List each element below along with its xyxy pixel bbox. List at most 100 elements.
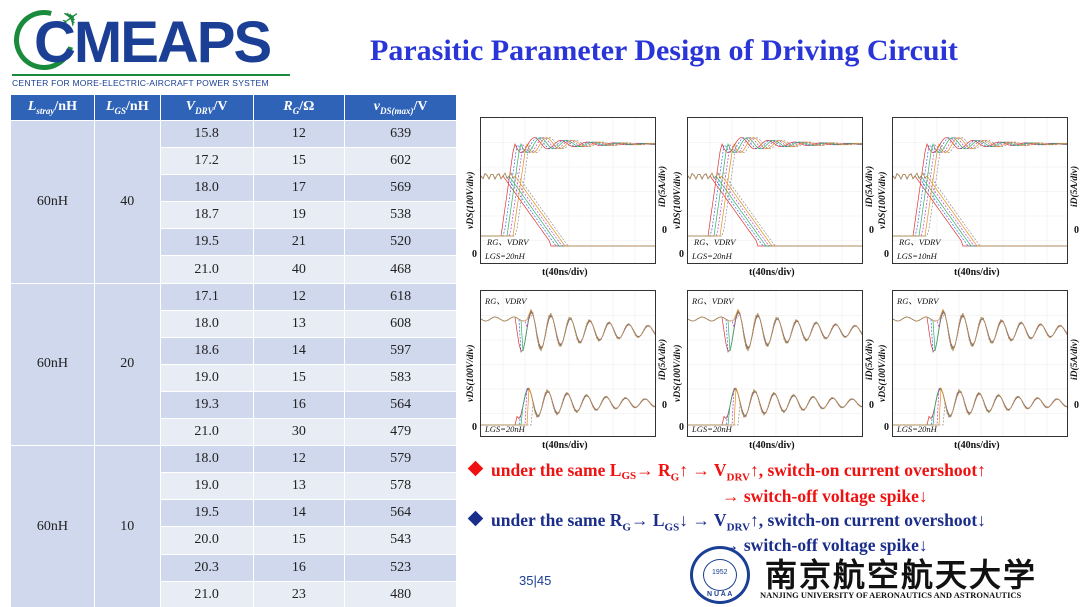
rg-cell: 30 <box>252 418 346 447</box>
vdrv-cell: 21.0 <box>159 418 254 447</box>
rg-vdrv-annotation: RG、VDRV <box>485 296 527 306</box>
slide-title: Parasitic Parameter Design of Driving Ci… <box>370 34 958 67</box>
vds-max-cell: 538 <box>344 201 457 230</box>
zero-label: 0 <box>472 422 477 433</box>
vds-max-cell: 579 <box>344 445 457 474</box>
y-axis-label-vds: vDS(100V/div) <box>673 171 683 229</box>
vdrv-cell: 21.0 <box>159 255 254 284</box>
waveform-panel: RG、VDRV LGS=20nH <box>480 117 656 264</box>
vdrv-cell: 18.6 <box>159 336 254 365</box>
vdrv-cell: 17.1 <box>159 282 254 311</box>
lstray-cell: 60nH <box>10 445 95 607</box>
vds-max-cell: 479 <box>344 418 457 447</box>
zero-label: 0 <box>1074 400 1079 411</box>
zero-label: 0 <box>884 422 889 433</box>
vds-max-cell: 564 <box>344 499 457 528</box>
vds-max-cell: 639 <box>344 119 457 149</box>
vds-max-cell: 569 <box>344 174 457 203</box>
y-axis-label-vds: vDS(100V/div) <box>673 344 683 402</box>
rg-cell: 14 <box>252 499 346 528</box>
x-axis-label: t(40ns/div) <box>954 440 1000 451</box>
rg-vdrv-annotation: RG、VDRV <box>692 296 734 306</box>
table-header-cell: VDRV/V <box>159 94 254 121</box>
table-row: 21.0 23 480 <box>11 580 457 607</box>
waveform-plot <box>481 291 655 436</box>
table-row: 19.5 21 520 <box>11 228 457 257</box>
table-row: 60nH 40 15.8 12 639 <box>10 119 457 284</box>
university-seal-icon: 1952 N U A A <box>690 546 750 604</box>
diamond-bullet-icon <box>467 460 484 477</box>
university-name-en: NANJING UNIVERSITY OF AERONAUTICS AND AS… <box>760 590 1022 600</box>
rg-cell: 13 <box>252 309 346 338</box>
table-row: 18.7 19 538 <box>11 201 457 230</box>
waveform-panel: RG、VDRV LGS=20nH <box>687 290 863 437</box>
vdrv-cell: 21.0 <box>159 580 254 607</box>
vdrv-cell: 18.7 <box>159 201 254 230</box>
x-axis-label: t(40ns/div) <box>954 267 1000 278</box>
table-row: 60nH 10 18.0 12 579 <box>10 445 457 607</box>
lgs-label: LGS=20nH <box>692 424 732 434</box>
table-row: 19.0 13 578 <box>11 472 457 501</box>
zero-label: 0 <box>472 249 477 260</box>
y-axis-label-vds: vDS(100V/div) <box>878 171 888 229</box>
table-row: 21.0 40 468 <box>11 255 457 284</box>
x-axis-label: t(40ns/div) <box>749 440 795 451</box>
waveform-plot <box>893 291 1067 436</box>
y-axis-label-id: iD(5A/div) <box>865 338 875 380</box>
bullet-blue-line1: under the same RG→ LGS↓ → VDRV↑, switch-… <box>467 510 986 534</box>
rg-cell: 16 <box>252 553 346 582</box>
cmeaps-logo: ✈ CMEAPS CENTER FOR MORE-ELECTRIC-AIRCRA… <box>3 0 308 90</box>
seal-year: 1952 <box>712 569 728 576</box>
logo-wordmark: CMEAPS <box>34 10 272 75</box>
rg-cell: 19 <box>252 201 346 230</box>
rg-vdrv-annotation: RG、VDRV <box>897 296 939 306</box>
vds-max-cell: 543 <box>344 526 457 555</box>
zero-label: 0 <box>662 225 667 236</box>
vds-max-cell: 523 <box>344 553 457 582</box>
rg-cell: 16 <box>252 390 346 420</box>
vds-max-cell: 468 <box>344 255 457 284</box>
lgs-label: LGS=20nH <box>485 251 525 261</box>
bullet-red-line1: under the same LGS→ RG↑ → VDRV↑, switch-… <box>467 460 986 484</box>
rg-cell: 12 <box>252 282 346 311</box>
rg-cell: 23 <box>252 580 346 607</box>
zero-label: 0 <box>869 400 874 411</box>
vds-max-cell: 602 <box>344 147 457 176</box>
table-header-cell: RG/Ω <box>252 94 346 121</box>
lgs-label: LGS=20nH <box>692 251 732 261</box>
vdrv-cell: 19.5 <box>159 499 254 528</box>
table-row: 18.6 14 597 <box>11 336 457 365</box>
table-header-cell: Lstray/nH <box>10 94 95 121</box>
zero-label: 0 <box>662 400 667 411</box>
waveform-panel: RG、VDRV LGS=20nH <box>687 117 863 264</box>
zero-label: 0 <box>1074 225 1079 236</box>
logo-tagline: CENTER FOR MORE-ELECTRIC-AIRCRAFT POWER … <box>12 78 269 88</box>
zero-label: 0 <box>869 225 874 236</box>
y-axis-label-id: iD(5A/div) <box>658 165 668 207</box>
rg-cell: 15 <box>252 147 346 176</box>
waveform-plot <box>893 118 1067 263</box>
rg-cell: 40 <box>252 255 346 284</box>
vdrv-cell: 18.0 <box>159 445 254 474</box>
y-axis-label-id: iD(5A/div) <box>1070 165 1080 207</box>
vdrv-cell: 20.3 <box>159 553 254 582</box>
vdrv-cell: 19.0 <box>159 363 254 392</box>
rg-cell: 12 <box>252 119 346 149</box>
vdrv-cell: 18.0 <box>159 174 254 203</box>
vds-max-cell: 597 <box>344 336 457 365</box>
rg-cell: 17 <box>252 174 346 203</box>
vdrv-cell: 18.0 <box>159 309 254 338</box>
lgs-cell: 10 <box>93 445 161 607</box>
parameter-table: Lstray/nH LGS/nH VDRV/V RG/Ω vDS(max)/V 60nH… <box>10 94 457 607</box>
waveform-plot <box>688 291 862 436</box>
table-row: 20.3 16 523 <box>11 553 457 582</box>
vds-max-cell: 480 <box>344 580 457 607</box>
y-axis-label-id: iD(5A/div) <box>865 165 875 207</box>
vdrv-cell: 19.3 <box>159 390 254 420</box>
zero-label: 0 <box>884 249 889 260</box>
zero-label: 0 <box>679 249 684 260</box>
waveform-panel: RG、VDRV LGS=20nH <box>892 290 1068 437</box>
lgs-cell: 40 <box>93 120 161 284</box>
bullet-red-line2: → switch-off voltage spike↓ <box>722 486 928 506</box>
lgs-cell: 20 <box>93 282 161 447</box>
